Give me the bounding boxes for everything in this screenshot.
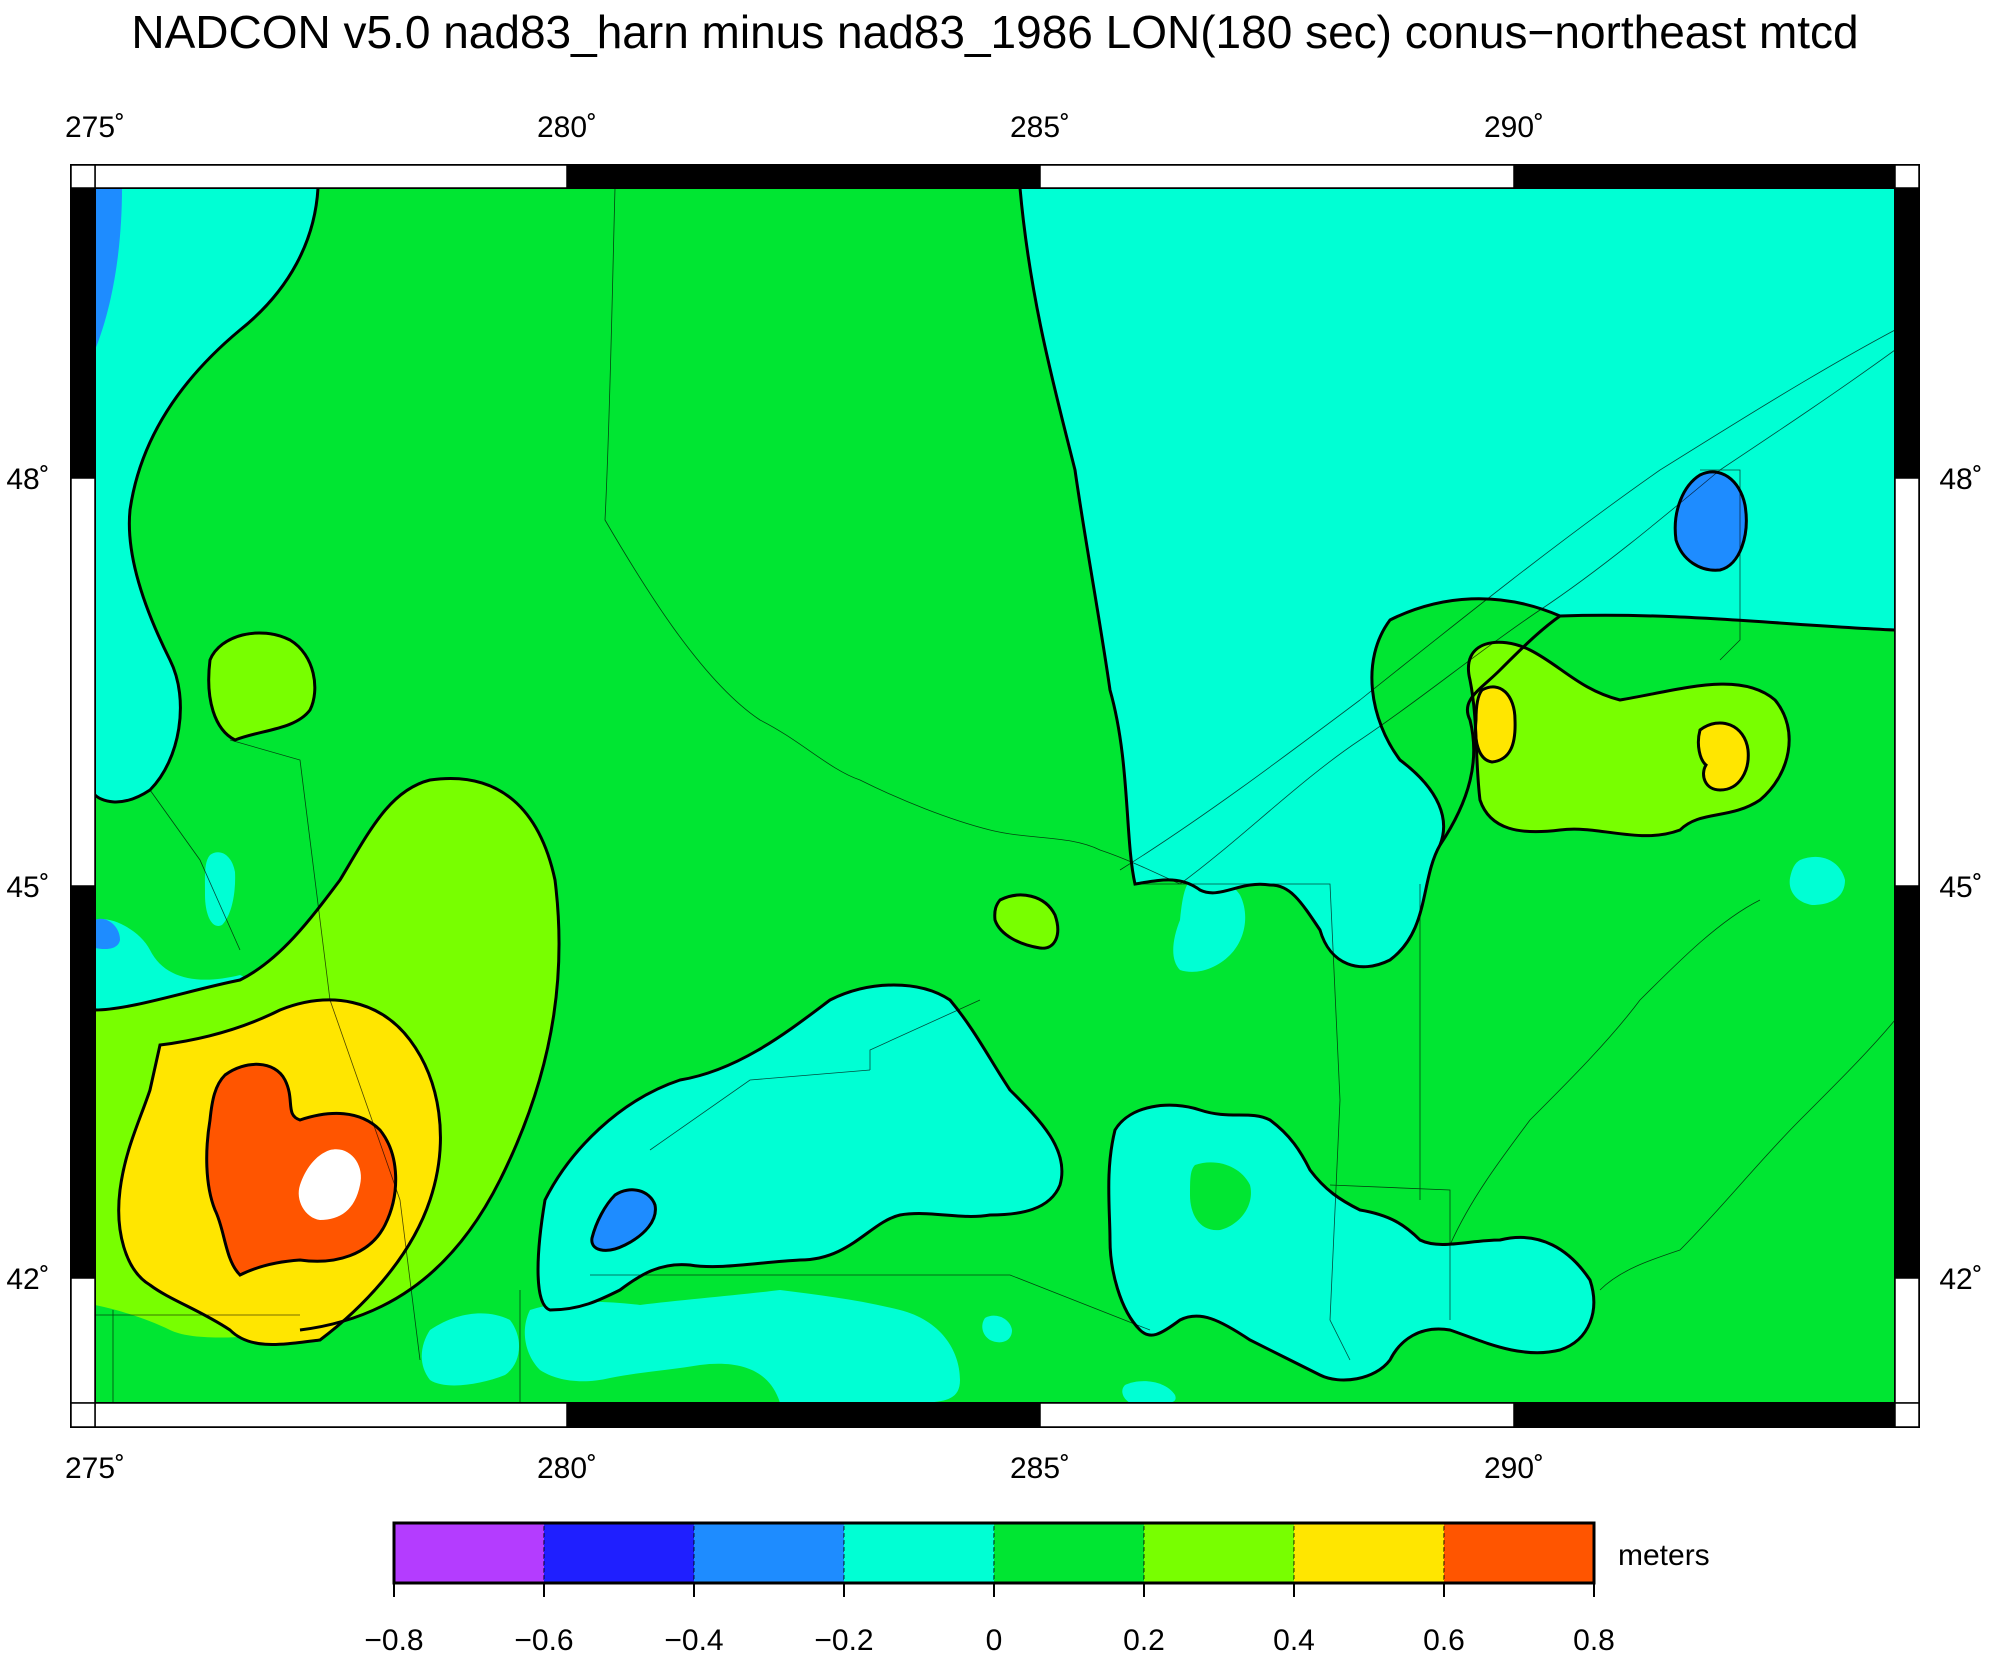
- contour-lines: [95, 188, 1895, 1382]
- colorbar-tick-label-3: −0.2: [814, 1624, 873, 1655]
- lon-labels-bottom: 275˚ 280˚ 285˚ 290˚: [65, 1452, 1544, 1485]
- lon-label-275-bottom: 275˚: [65, 1452, 125, 1485]
- band-0-0.2-ne-island: [1190, 1162, 1251, 1231]
- colorbar-tick-label-4: 0: [986, 1624, 1003, 1655]
- contour-line-ontario: [993, 893, 1060, 950]
- lon-label-285-bottom: 285˚: [1010, 1452, 1070, 1485]
- band-neg0.2-0-small-a: [982, 1315, 1012, 1343]
- colorbar-tick-label-6: 0.4: [1273, 1624, 1315, 1655]
- band-neg0.2-0-sw-lobe: [421, 1313, 520, 1386]
- colorbar-tick-label-8: 0.8: [1573, 1624, 1615, 1655]
- contour-line-maine-b: [1696, 721, 1750, 792]
- band-0.2-0.4-michigan: [208, 632, 315, 740]
- contour-line-0-south: [536, 983, 1064, 1312]
- colorbar-tick-label-5: 0.2: [1123, 1624, 1165, 1655]
- map-title: NADCON v5.0 nad83_harn minus nad83_1986 …: [131, 6, 1858, 58]
- colorbar-bin-7: [1443, 1522, 1595, 1584]
- contour-line-0.2-maine: [1466, 640, 1791, 838]
- lon-label-290-bottom: 290˚: [1484, 1452, 1544, 1485]
- contour-line-ne-ring: [1438, 614, 1561, 846]
- colorbar-bin-3: [843, 1522, 995, 1584]
- colorbar-unit-label: meters: [1618, 1539, 1710, 1572]
- contour-line-0.2-ohio: [95, 777, 561, 1332]
- lon-label-280-bottom: 280˚: [537, 1452, 597, 1485]
- colorbar-tick-label-1: −0.6: [514, 1624, 573, 1655]
- colorbar-tick-label-2: −0.4: [664, 1624, 723, 1655]
- contour-line-0-main: [1018, 188, 1895, 969]
- lon-labels-top: 275˚ 280˚ 285˚ 290˚: [65, 111, 1544, 144]
- colorbar-bins: [393, 1522, 1595, 1584]
- lon-label-290-top: 290˚: [1484, 111, 1544, 144]
- colorbar-tick-label-0: −0.8: [364, 1624, 423, 1655]
- contour-line-0.2-michigan: [207, 631, 317, 742]
- contour-map: [95, 188, 1895, 1403]
- band-neg0.2-0-south-lower: [524, 1290, 960, 1403]
- lat-label-45-left: 45˚: [6, 871, 49, 904]
- lat-label-48-left: 48˚: [6, 463, 49, 496]
- band-neg0.4-neg0.2-ne: [1675, 471, 1747, 571]
- colorbar-ticks: −0.8 −0.6 −0.4 −0.2 0 0.2 0.4 0.6 0.8: [364, 1583, 1615, 1655]
- contour-line-neg0.2-ne: [1673, 470, 1748, 572]
- band-neg0.2-0-northeast: [1020, 188, 1895, 967]
- band-neg0.2-0-vermont: [1173, 876, 1246, 972]
- colorbar-bin-5: [1143, 1522, 1295, 1584]
- colorbar-bin-4: [993, 1522, 1145, 1584]
- lat-label-45-right: 45˚: [1939, 871, 1982, 904]
- band-above-0.8-peak: [298, 1149, 361, 1220]
- colorbar-tick-label-7: 0.6: [1423, 1624, 1465, 1655]
- band-neg0.2-0-east-island: [1789, 856, 1845, 905]
- contour-line-0.4-ohio: [117, 998, 442, 1346]
- lon-label-280-top: 280˚: [537, 111, 597, 144]
- boundary-lines: [95, 188, 1895, 1403]
- band-0.4-0.6-maine-a: [1475, 686, 1516, 762]
- lat-labels-right: 48˚ 45˚ 42˚: [1939, 463, 1982, 1296]
- colorbar-bin-2: [693, 1522, 845, 1584]
- contour-line-newengland: [1107, 1103, 1596, 1382]
- band-0.6-0.8-ohio: [206, 1064, 396, 1275]
- colorbar-bin-6: [1293, 1522, 1445, 1584]
- lat-label-48-right: 48˚: [1939, 463, 1982, 496]
- colorbar: −0.8 −0.6 −0.4 −0.2 0 0.2 0.4 0.6 0.8 meters: [364, 1521, 1710, 1655]
- band-neg0.4-neg0.2-nw-corner: [95, 188, 122, 350]
- lat-labels-left: 48˚ 45˚ 42˚: [6, 463, 49, 1296]
- band-0.2-0.4-ne-ring: [1372, 598, 1560, 845]
- lat-label-42-left: 42˚: [6, 1263, 49, 1296]
- band-neg0.2-0-northwest: [95, 188, 318, 802]
- lon-label-275-top: 275˚: [65, 111, 125, 144]
- band-neg0.2-0-south-coast: [1122, 1381, 1176, 1403]
- contour-line-neg0.2-pa: [590, 1188, 657, 1252]
- lat-label-42-right: 42˚: [1939, 1263, 1982, 1296]
- band-neg0.2-0-mi-lake: [204, 852, 236, 926]
- map-frame: [70, 164, 1920, 1428]
- contour-line-maine-a: [1474, 685, 1517, 764]
- band-0.2-0.4-ontario: [994, 895, 1058, 949]
- band-neg0.2-0-south: [538, 985, 1062, 1310]
- contour-line-0.6-ohio: [205, 1062, 398, 1277]
- lon-label-285-top: 285˚: [1010, 111, 1070, 144]
- band-neg0.4-neg0.2-west-spot: [95, 918, 120, 950]
- colorbar-bin-1: [543, 1522, 695, 1584]
- colorbar-bin-0: [393, 1522, 545, 1584]
- contour-line-nw: [95, 188, 320, 804]
- band-0.4-0.6-maine-b: [1698, 722, 1749, 790]
